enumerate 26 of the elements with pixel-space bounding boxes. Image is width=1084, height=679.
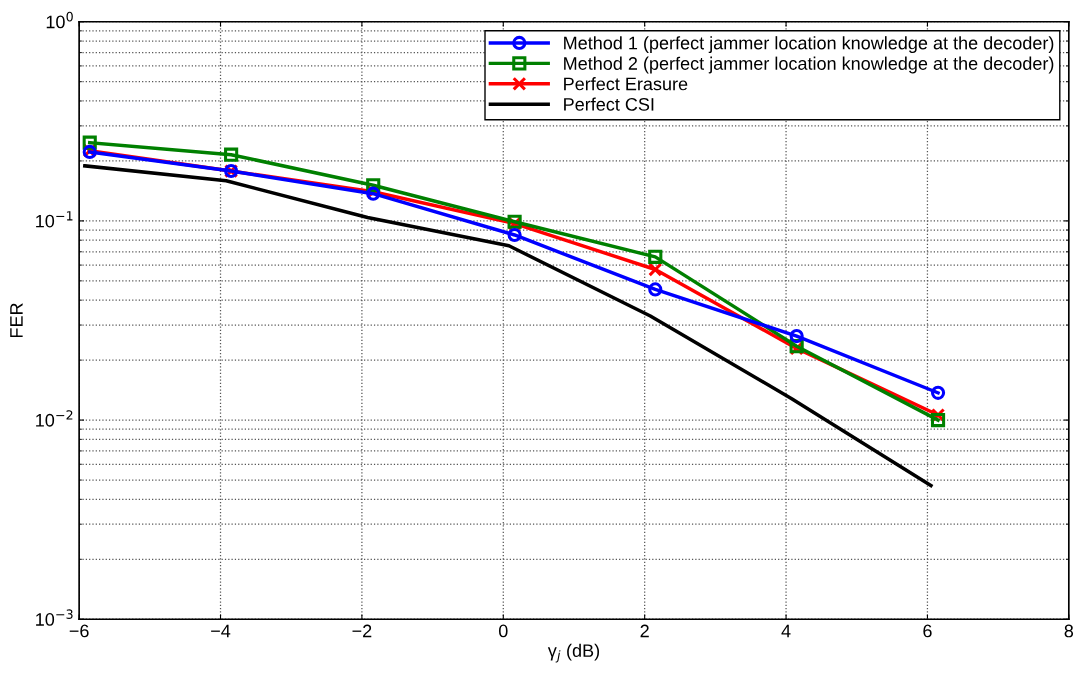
x-tick-label: −4: [211, 624, 231, 638]
x-tick-label: 2: [640, 624, 649, 638]
legend-label: Perfect Erasure: [564, 77, 688, 91]
y-tick-label: 10$^{−2}$: [36, 410, 73, 427]
legend-label: Method 2 (perfect jammer location knowledge at the decoder): [564, 56, 1054, 74]
x-axis-title: γ$_{j}$ (dB): [547, 643, 600, 663]
legend-label: Perfect CSI: [564, 97, 654, 111]
point: [648, 249, 663, 264]
x-tick-label: 6: [923, 624, 932, 638]
legend-label: Method 1 (perfect jammer location knowledge at the decoder): [564, 36, 1054, 53]
point: [930, 412, 946, 428]
x-tick-label: −2: [352, 624, 372, 638]
line-series: [83, 164, 933, 488]
x-tick-label: 0: [498, 624, 508, 638]
point: [224, 147, 239, 162]
y-tick-label: 10$^{−1}$: [36, 211, 73, 228]
point: [648, 282, 663, 297]
point: [930, 385, 946, 400]
y-tick-label: 10$^{0}$: [46, 11, 73, 29]
x-tick-label: 8: [1064, 624, 1074, 638]
x-tick-label: 4: [781, 624, 791, 638]
point: [507, 227, 522, 243]
point: [789, 329, 804, 344]
y-tick-label: 10$^{−3}$: [36, 609, 73, 626]
x-tick-label: −6: [69, 624, 89, 638]
y-axis-title: FER: [10, 303, 23, 338]
